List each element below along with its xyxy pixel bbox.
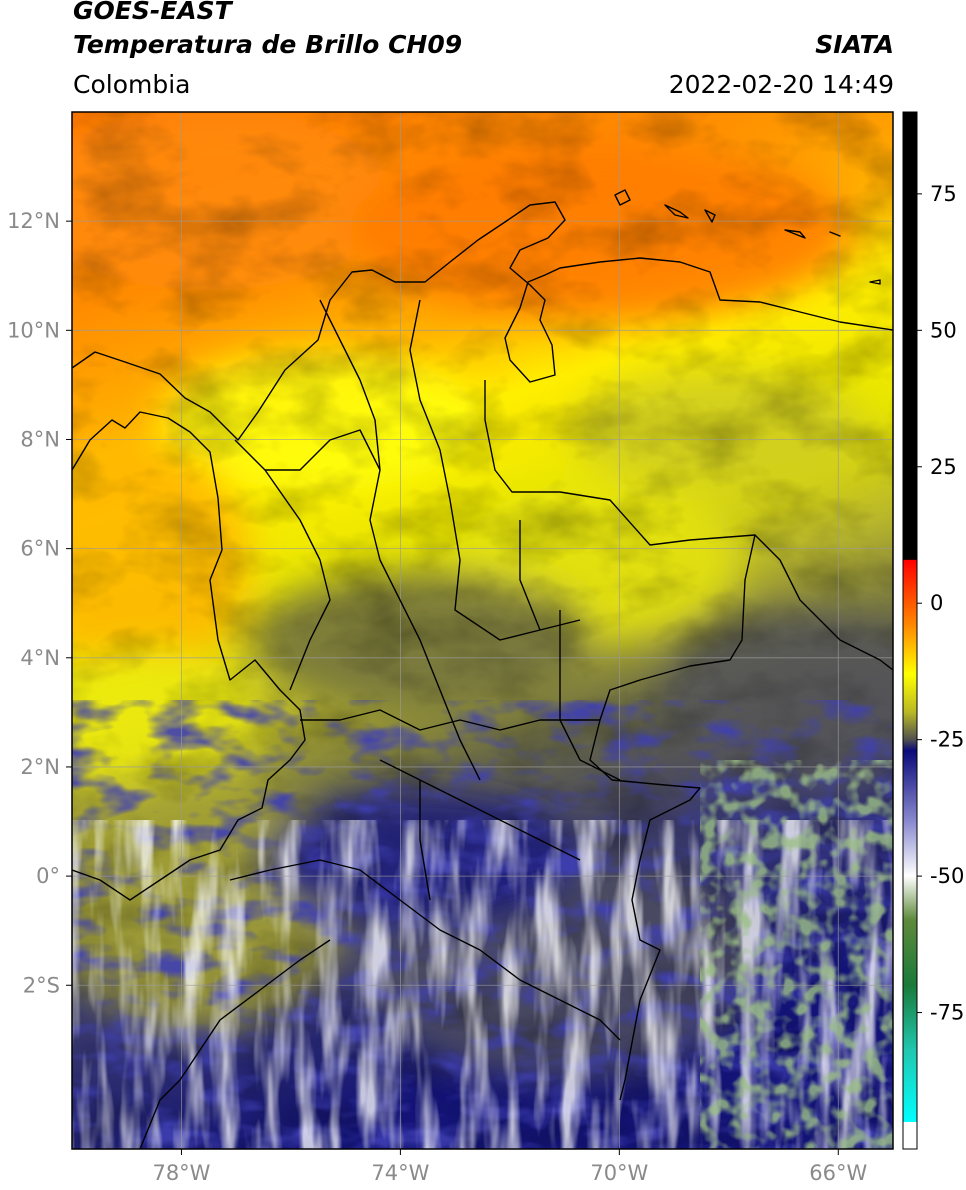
colorbar-tick-label: 25 (930, 455, 957, 479)
colorbar-tick-label: -25 (930, 728, 964, 752)
graticule (72, 112, 893, 1149)
lat-tick-label: 8°N (20, 427, 60, 451)
lon-tick-label: 74°W (371, 1161, 429, 1185)
lat-tick-label: 0° (36, 864, 60, 888)
lat-tick-label: 6°N (20, 537, 60, 561)
region-label: Colombia (73, 70, 191, 99)
colombia-east-border (484, 380, 756, 1101)
satellite-title: GOES-EAST (73, 0, 232, 25)
lon-tick-label: 66°W (809, 1161, 867, 1185)
brand-label: SIATA (815, 30, 894, 59)
brightness-temperature-field (72, 112, 893, 1149)
ecuador-peru-border (139, 939, 331, 1149)
lat-tick-label: 12°N (7, 209, 60, 233)
internal-dept-8 (519, 520, 541, 631)
colorbar-tick-label: -50 (930, 864, 964, 888)
lat-tick-label: 10°N (7, 318, 60, 342)
lon-tick-label: 78°W (152, 1161, 210, 1185)
internal-dept-10 (419, 780, 431, 901)
venezuela-brazil-border (754, 534, 893, 671)
colorbar-tick-label: -75 (930, 1001, 964, 1025)
plot-frame (71, 111, 894, 1150)
lat-tick-label: 2°S (23, 973, 60, 997)
internal-dept-2 (319, 299, 481, 781)
colorbar-tick-label: 50 (930, 318, 957, 342)
internal-dept-7 (379, 759, 581, 861)
datetime-label: 2022-02-20 14:49 (668, 70, 894, 99)
colorbar: 75 50 25 0 -25 -50 -75 (902, 111, 964, 1150)
country-borders (72, 189, 893, 1149)
colorbar-tick-label: 75 (930, 182, 957, 206)
colorbar-scale (902, 111, 918, 1150)
caribbean-coast (72, 201, 893, 441)
lat-tick-label: 2°N (20, 755, 60, 779)
internal-dept-4 (265, 429, 381, 471)
internal-dept-9 (559, 719, 621, 781)
colorbar-tick-label: 0 (930, 591, 943, 615)
pacific-coast (72, 411, 306, 901)
internal-dept-6 (300, 709, 600, 731)
colombia-south-border (229, 859, 621, 1041)
lon-tick-label: 70°W (590, 1161, 648, 1185)
product-title: Temperatura de Brillo CH09 (73, 30, 463, 59)
internal-dept-3 (409, 299, 581, 641)
lat-tick-label: 4°N (20, 646, 60, 670)
aruba-curacao (614, 189, 881, 285)
